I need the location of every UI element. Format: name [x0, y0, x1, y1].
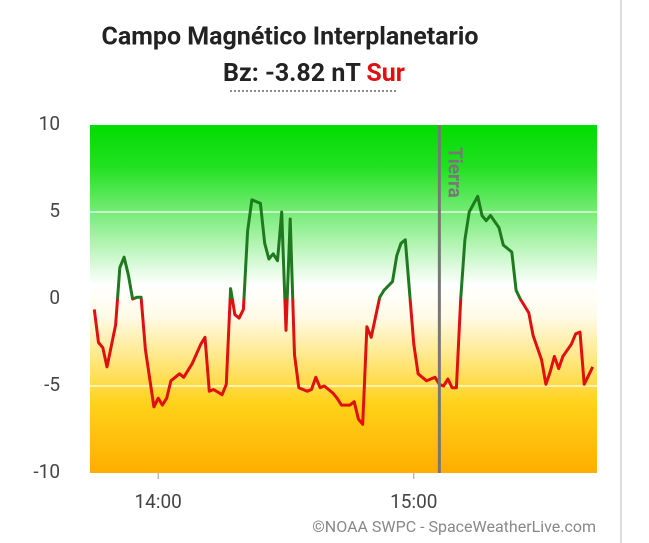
subtitle-direction: Sur	[366, 59, 405, 88]
x-tick-label: 15:00	[390, 490, 437, 513]
subtitle-prefix: Bz:	[223, 59, 259, 88]
y-tick-label: -5	[44, 373, 60, 396]
y-tick-label: 10	[39, 112, 60, 135]
earth-label: Tierra	[443, 147, 466, 198]
chart-title: Campo Magnético Interplanetario	[101, 23, 478, 52]
y-tick-label: 5	[49, 199, 60, 222]
credit: ©NOAA SWPC - SpaceWeatherLive.com	[312, 517, 596, 536]
y-tick-label: -10	[33, 460, 60, 483]
y-tick-label: 0	[49, 286, 60, 309]
subtitle: Bz: -3.82 nT Sur	[223, 59, 405, 88]
x-tick-label: 14:00	[135, 490, 182, 513]
data-line	[92, 194, 595, 426]
subtitle-value: -3.82 nT	[265, 59, 360, 88]
